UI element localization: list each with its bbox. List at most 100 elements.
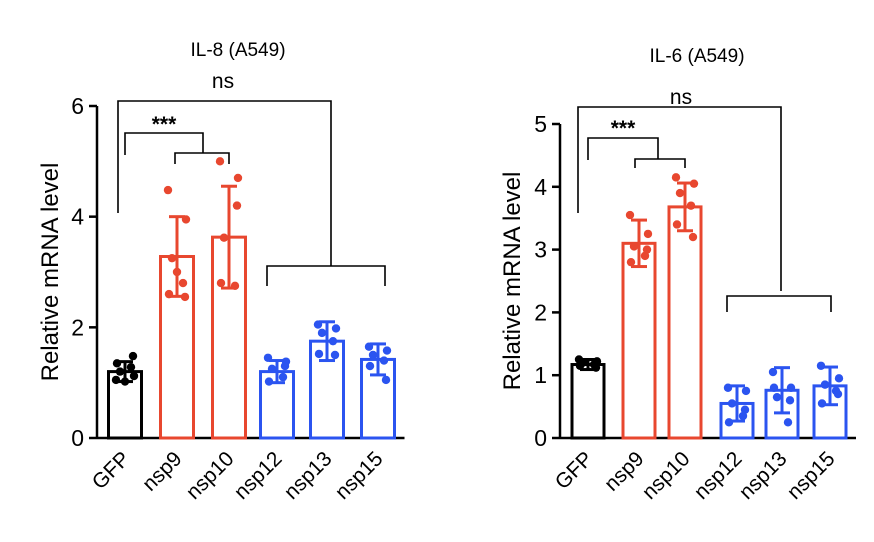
data-point: [264, 377, 274, 386]
data-point: [216, 278, 226, 288]
data-point: [267, 364, 277, 374]
data-point: [575, 361, 585, 370]
bar-nsp10: [667, 205, 703, 440]
y-tick-label: 2: [534, 299, 547, 325]
data-point: [278, 372, 288, 382]
group-bracket-nsp9-nsp10: [634, 158, 686, 168]
ns-bracket: [577, 106, 782, 291]
data-point: [365, 361, 375, 371]
data-point: [817, 399, 827, 408]
data-point: [688, 232, 698, 242]
y-tick-label: 1: [534, 362, 547, 388]
group-bracket-nsp12-nsp15: [266, 265, 386, 286]
data-point: [768, 367, 778, 377]
data-point: [626, 257, 636, 267]
bar-nsp9: [621, 241, 657, 440]
y-tick-label: 4: [71, 204, 84, 230]
il6-chart-panel: IL-6 (A549) Relative mRNA level 0 1 2 3 4 5 GFP n…: [499, 46, 856, 504]
ns-label: ns: [212, 70, 234, 93]
data-point: [675, 188, 685, 198]
data-point: [126, 362, 136, 372]
y-axis-title: Relative mRNA level: [37, 163, 64, 382]
category-label: nsp9: [138, 447, 186, 495]
data-point: [180, 292, 190, 302]
category-label: nsp12: [230, 447, 287, 504]
data-point: [723, 383, 733, 392]
data-point: [671, 173, 681, 182]
data-point: [591, 363, 601, 372]
data-point: [219, 233, 229, 242]
y-tick-label: 5: [534, 111, 547, 137]
significance-label: ***: [611, 117, 636, 140]
data-point: [364, 342, 374, 351]
data-point: [172, 267, 182, 277]
data-point: [724, 418, 734, 427]
category-label: nsp10: [638, 447, 695, 504]
data-point: [833, 389, 843, 399]
category-label: nsp10: [182, 447, 239, 504]
data-point: [328, 336, 338, 346]
chart-title: IL-8 (A549): [190, 40, 285, 61]
y-tick-label: 6: [71, 93, 84, 119]
category-label: nsp13: [735, 447, 792, 504]
data-point: [115, 367, 125, 376]
data-point: [280, 361, 290, 371]
data-point: [741, 386, 751, 396]
y-axis-title: Relative mRNA level: [499, 172, 526, 391]
data-point: [164, 289, 174, 299]
data-point: [769, 383, 779, 392]
data-point: [330, 350, 340, 360]
data-point: [129, 371, 139, 381]
y-tick-label: 0: [71, 425, 84, 451]
y-tick-label: 4: [534, 174, 547, 200]
data-point: [167, 253, 177, 263]
category-label: nsp12: [690, 447, 747, 504]
y-tick-label: 0: [534, 425, 547, 451]
category-label: GFP: [88, 447, 135, 494]
data-point: [783, 418, 793, 427]
significance-label: ***: [152, 113, 177, 136]
data-point: [625, 210, 635, 220]
data-point: [672, 220, 682, 229]
data-point: [112, 359, 122, 368]
category-label: nsp15: [331, 447, 388, 504]
data-point: [834, 374, 844, 383]
significance-bracket: [124, 132, 204, 155]
data-point: [785, 396, 795, 405]
bar-GFP: [570, 363, 606, 440]
data-point: [816, 361, 826, 370]
data-point: [181, 215, 191, 224]
data-point: [643, 229, 653, 239]
ns-label: ns: [670, 86, 692, 109]
data-point: [232, 201, 242, 210]
y-tick-label: 2: [71, 314, 84, 340]
data-point: [230, 281, 240, 291]
data-point: [215, 157, 225, 166]
data-point: [313, 320, 323, 329]
data-point: [642, 245, 652, 254]
data-point: [263, 353, 273, 362]
data-point: [382, 346, 392, 355]
significance-bracket: [587, 137, 659, 160]
category-label: nsp15: [783, 447, 840, 504]
data-point: [331, 324, 341, 333]
ns-bracket: [117, 100, 332, 266]
chart-title: IL-6 (A549): [649, 46, 744, 67]
data-point: [820, 380, 830, 389]
data-point: [314, 349, 324, 359]
data-point: [689, 179, 699, 188]
group-bracket-nsp12-nsp15: [726, 295, 832, 312]
category-label: GFP: [551, 447, 598, 494]
category-label: nsp13: [280, 447, 337, 504]
data-point: [379, 356, 389, 365]
data-point: [629, 242, 639, 251]
data-point: [128, 351, 138, 361]
data-point: [233, 173, 243, 183]
data-point: [786, 383, 796, 392]
data-point: [163, 185, 173, 195]
y-tick-label: 3: [534, 237, 547, 263]
data-point: [727, 399, 737, 408]
data-point: [740, 405, 750, 414]
